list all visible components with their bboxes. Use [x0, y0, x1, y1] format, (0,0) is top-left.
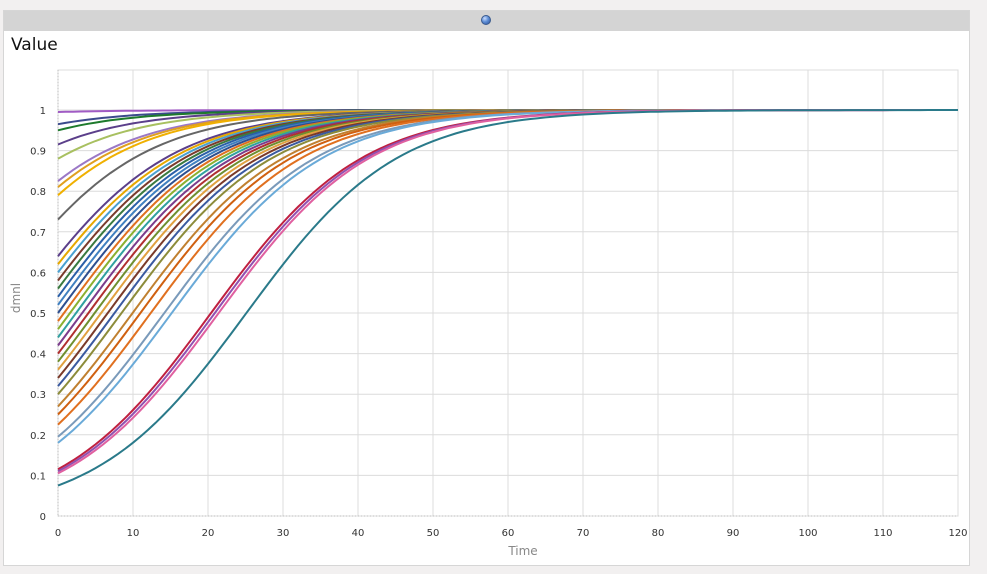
- y-tick-label: 0.8: [30, 187, 46, 198]
- x-tick-label: 0: [55, 528, 61, 539]
- x-tick-label: 10: [127, 528, 140, 539]
- panel-header-bar[interactable]: [4, 11, 969, 31]
- y-tick-label: 0.5: [30, 309, 46, 320]
- x-tick-label: 60: [502, 528, 515, 539]
- x-tick-label: 90: [727, 528, 740, 539]
- chart-title: Value: [11, 35, 58, 55]
- axes: [57, 70, 958, 517]
- x-tick-label: 80: [652, 528, 665, 539]
- x-tick-label: 110: [873, 528, 892, 539]
- x-tick-label: 20: [202, 528, 215, 539]
- y-tick-label: 0.1: [30, 471, 46, 482]
- x-tick-label: 40: [352, 528, 365, 539]
- x-tick-label: 100: [798, 528, 817, 539]
- x-tick-label: 120: [948, 528, 967, 539]
- y-tick-label: 1: [40, 106, 46, 117]
- y-tick-label: 0.9: [30, 147, 46, 158]
- series-line-36: [57, 109, 958, 487]
- y-tick-label: 0: [40, 512, 46, 523]
- y-tick-label: 0.4: [30, 350, 46, 361]
- y-tick-label: 0.6: [30, 268, 46, 279]
- y-tick-label: 0.3: [30, 390, 46, 401]
- drag-handle-icon[interactable]: [481, 15, 491, 25]
- series-lines: [57, 109, 958, 487]
- grid-lines: [57, 69, 959, 517]
- y-tick-label: 0.2: [30, 431, 46, 442]
- x-tick-label: 30: [277, 528, 290, 539]
- tick-labels: 0 10 20 30 40 50 60 70 80 90 100 110 120 0 0.1 0.2 0.3 0.…: [30, 106, 967, 539]
- y-axis-label: dmnl: [9, 283, 23, 313]
- x-axis-label: Time: [507, 544, 537, 558]
- x-tick-label: 70: [577, 528, 590, 539]
- y-tick-label: 0.7: [30, 228, 46, 239]
- x-tick-label: 50: [427, 528, 440, 539]
